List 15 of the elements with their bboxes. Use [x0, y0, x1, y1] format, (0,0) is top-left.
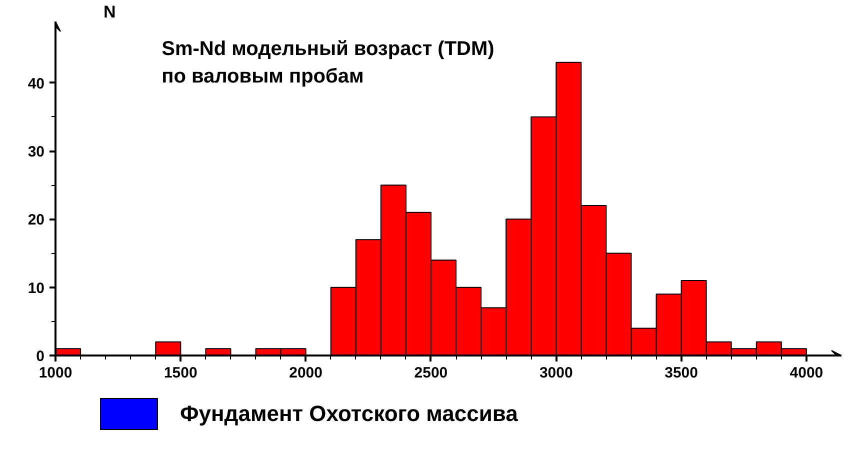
y-tick-label: 30 [28, 144, 45, 161]
x-tick-label: 1500 [164, 364, 198, 382]
y-tick-label: 10 [28, 280, 45, 297]
text: Фундамент Охотского массива [180, 400, 518, 428]
text: Sm-Nd модельный возраст (TDM) по валовым пробам [162, 38, 494, 88]
y-tick-label: 0 [36, 348, 44, 365]
x-tick-label: 4000 [790, 364, 824, 382]
y-axis-title: N [104, 2, 116, 22]
x-tick-label: 2000 [289, 364, 323, 382]
y-tick-label: 40 [28, 75, 45, 92]
x-tick-label: 3500 [664, 364, 698, 382]
x-tick-label: 1000 [38, 364, 72, 382]
y-tick-label: 20 [28, 212, 45, 229]
x-tick-label: 3000 [539, 364, 573, 382]
x-tick-label: 2500 [414, 364, 448, 382]
